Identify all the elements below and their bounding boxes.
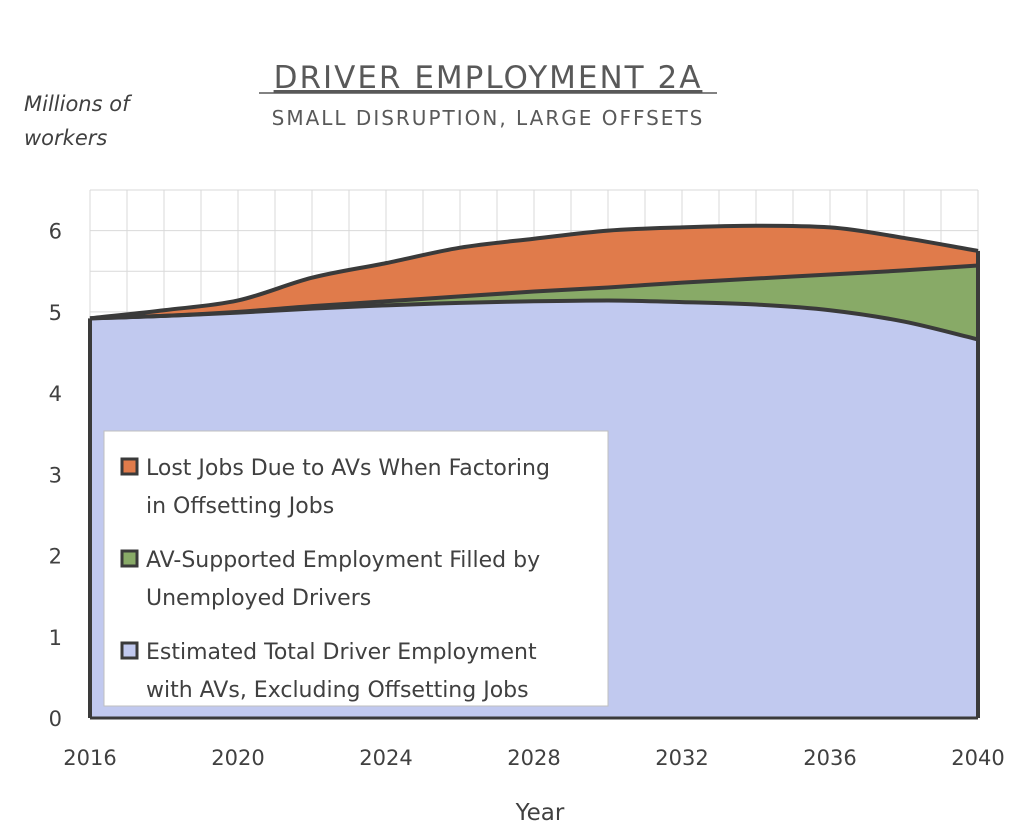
x-tick-label: 2028 [507,746,560,770]
chart-subtitle: SMALL DISRUPTION, LARGE OFFSETS [272,106,705,130]
legend-label: with AVs, Excluding Offsetting Jobs [146,678,529,703]
x-tick-label: 2040 [951,746,1004,770]
chart-title: DRIVER EMPLOYMENT 2A [274,60,703,96]
axis-ticks: 0 1 2 3 4 5 6 2016 2020 2024 2028 2032 2036 2040 [49,220,1005,770]
legend-swatch [120,641,139,660]
legend-label: AV-Supported Employment Filled by [146,548,540,573]
legend-label: Unemployed Drivers [146,586,371,611]
y-tick-label: 5 [49,301,62,325]
x-axis-label: Year [515,800,565,826]
x-tick-label: 2016 [63,746,116,770]
x-tick-label: 2024 [359,746,412,770]
legend-box [103,430,609,707]
legend-label: in Offsetting Jobs [146,494,334,519]
y-tick-label: 3 [49,463,62,487]
series-lines [88,223,980,720]
legend-swatch [120,457,139,476]
y-tick-label: 1 [49,626,62,650]
y-axis-label-line-1: Millions of [24,92,133,116]
x-tick-label: 2020 [211,746,264,770]
series-line-2 [89,263,979,321]
y-tick-label: 2 [49,545,62,569]
series-line-3 [89,223,979,321]
y-tick-label: 0 [49,707,62,731]
area-series-3 [90,225,978,319]
legend-label: Lost Jobs Due to AVs When Factoring [146,456,550,481]
legend-label: Estimated Total Driver Employment [146,640,537,665]
y-tick-label: 4 [49,382,62,406]
legend-swatch [120,549,139,568]
y-axis-label-line-2: workers [24,126,107,150]
x-tick-label: 2032 [655,746,708,770]
area-series-2 [90,265,978,340]
legend: Lost Jobs Due to AVs When Factoring in Of… [103,430,609,707]
y-tick-label: 6 [49,220,62,244]
x-tick-label: 2036 [803,746,856,770]
